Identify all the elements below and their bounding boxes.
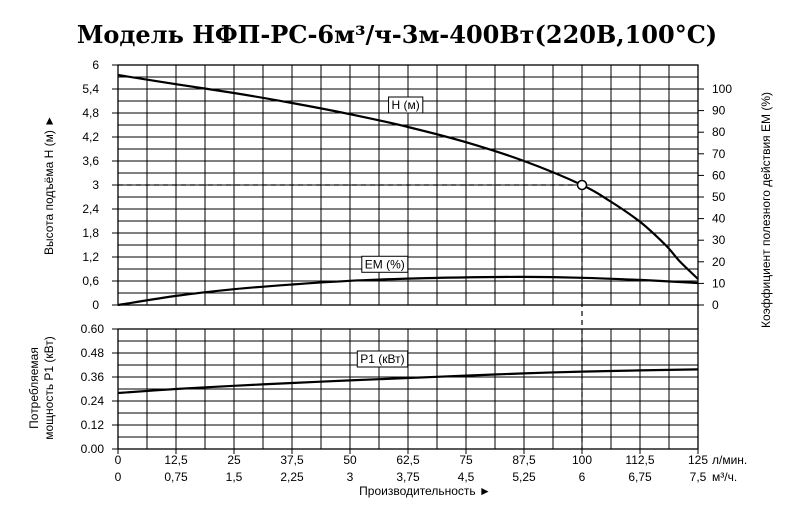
x-unit-m3h: м³/ч. [712,470,737,484]
x-tick-label-lpm: 125 [688,453,708,467]
power-tick-label: 0.00 [81,442,105,456]
eff-tick-label: 70 [712,147,726,161]
x-tick-label-lpm: 0 [115,453,122,467]
power-tick-label: 0.48 [81,346,105,360]
eff-tick-label: 50 [712,190,726,204]
x-axis-title: Производительность ► [359,484,491,498]
x-tick-label-m3h: 3 [347,470,354,484]
eff-tick-label: 10 [712,276,726,290]
power-curve-label: P1 (кВт) [360,352,404,366]
eff-tick-label: 40 [712,212,726,226]
x-tick-label-m3h: 6,75 [628,470,652,484]
head-tick-label: 1,2 [82,250,99,264]
power-axis-title-line1: Потребляемая [27,347,41,429]
head-curve-label: H (м) [392,98,420,112]
x-tick-label-m3h: 4,5 [458,470,475,484]
head-tick-label: 3,6 [82,154,99,168]
curves [117,73,699,449]
x-tick-label-m3h: 0 [115,470,122,484]
operating-point-marker [576,179,588,191]
eff-axis-title: Коэффициент полезного действия ЕМ (%) [759,92,773,328]
eff-tick-label: 90 [712,104,726,118]
head-tick-label: 2,4 [82,202,99,216]
head-axis-title: Высота подъёма H (м) ► [42,115,56,255]
head-tick-label: 0,6 [82,274,99,288]
x-tick-label-lpm: 12,5 [164,453,188,467]
head-tick-label: 6 [92,58,99,72]
x-tick-label-lpm: 75 [459,453,473,467]
head-tick-label: 4,8 [82,106,99,120]
efficiency-curve-label-box [361,255,409,273]
x-tick-label-lpm: 25 [227,453,241,467]
power-curve-label-box [356,350,409,368]
x-tick-label-lpm: 100 [572,453,592,467]
x-tick-label-lpm: 62,5 [396,453,420,467]
head-tick-label: 0 [92,298,99,312]
x-tick-label-m3h: 6 [579,470,586,484]
x-tick-label-m3h: 1,5 [226,470,243,484]
x-tick-label-lpm: 112,5 [625,453,654,467]
eff-tick-label: 80 [712,125,726,139]
x-tick-label-lpm: 50 [343,453,357,467]
x-tick-label-m3h: 7,5 [690,470,707,484]
eff-tick-label: 20 [712,255,726,269]
power-curve [117,368,699,395]
power-tick-label: 0.12 [81,418,105,432]
eff-tick-label: 0 [712,298,719,312]
eff-tick-label: 100 [712,82,732,96]
x-tick-label-lpm: 37,5 [280,453,304,467]
x-unit-lpm: л/мин. [712,453,747,467]
head-curve-label-box [388,96,424,114]
efficiency-curve-label: ЕМ (%) [365,257,405,271]
head-curve [117,73,699,280]
x-tick-label-m3h: 0,75 [164,470,188,484]
head-tick-label: 5,4 [82,82,99,96]
x-tick-label-m3h: 2,25 [280,470,304,484]
x-tick-label-m3h: 5,25 [512,470,536,484]
head-tick-label: 3 [92,178,99,192]
power-axis-title-line2: мощность P1 (кВт) [42,336,56,440]
head-tick-label: 1,8 [82,226,99,240]
labels: 0 0,6 1,2 1,8 2,4 3 3,6 4,2 4,8 5,4 6 0.00 0.12 0.24 0… [27,58,773,498]
power-tick-label: 0.36 [81,370,105,384]
efficiency-curve [117,275,699,307]
chart-title: Модель НФП-РС-6м³/ч-3м-400Вт(220В,100°С) [77,20,717,49]
x-tick-label-lpm: 87,5 [512,453,536,467]
eff-tick-label: 30 [712,233,726,247]
x-tick-label-m3h: 3,75 [396,470,420,484]
power-tick-label: 0.60 [81,322,105,336]
head-tick-label: 4,2 [82,130,99,144]
eff-tick-label: 60 [712,168,726,182]
power-tick-label: 0.24 [81,394,105,408]
